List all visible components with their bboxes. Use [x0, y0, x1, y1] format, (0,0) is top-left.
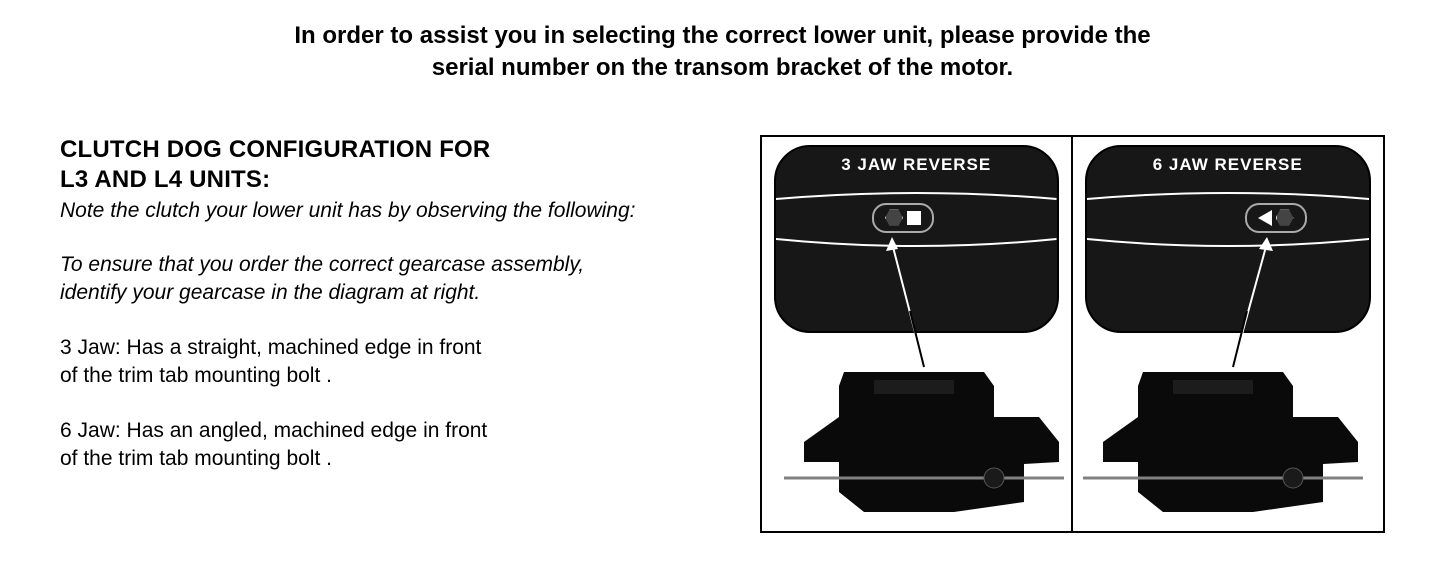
header-line-1: In order to assist you in selecting the …: [294, 22, 1150, 49]
triangle-mark-icon: [1258, 210, 1272, 226]
content-row: CLUTCH DOG CONFIGURATION FOR L3 AND L4 U…: [60, 135, 1385, 533]
heading-line-1: CLUTCH DOG CONFIGURATION FOR: [60, 136, 490, 163]
plate-label-3jaw: 3 JAW REVERSE: [776, 147, 1057, 175]
jaw6-line-1: 6 Jaw: Has an angled, machined edge in f…: [60, 419, 487, 442]
heading-line-2: L3 AND L4 UNITS:: [60, 166, 270, 193]
clutch-note: Note the clutch your lower unit has by o…: [60, 197, 710, 225]
jaw3-line-2: of the trim tab mounting bolt .: [60, 364, 332, 387]
jaw3-line-1: 3 Jaw: Has a straight, machined edge in …: [60, 336, 481, 359]
hex-bolt-icon: [1276, 209, 1294, 227]
section-heading: CLUTCH DOG CONFIGURATION FOR L3 AND L4 U…: [60, 135, 710, 195]
instruction-line-2: identify your gearcase in the diagram at…: [60, 281, 480, 304]
plate-label-6jaw: 6 JAW REVERSE: [1087, 147, 1370, 175]
instruction-paragraph: To ensure that you order the correct gea…: [60, 251, 710, 308]
gearcase-6jaw: [1083, 362, 1363, 527]
jaw6-line-2: of the trim tab mounting bolt .: [60, 447, 332, 470]
page-header: In order to assist you in selecting the …: [173, 20, 1273, 85]
diagram-right-panel: 6 JAW REVERSE: [1073, 137, 1384, 531]
socket-3jaw: [872, 203, 934, 233]
jaw6-paragraph: 6 Jaw: Has an angled, machined edge in f…: [60, 417, 710, 474]
square-mark-icon: [907, 211, 921, 225]
header-line-2: serial number on the transom bracket of …: [432, 54, 1013, 81]
text-column: CLUTCH DOG CONFIGURATION FOR L3 AND L4 U…: [60, 135, 710, 499]
plate-3jaw: 3 JAW REVERSE: [774, 145, 1059, 333]
diagram-frame: 3 JAW REVERSE: [760, 135, 1385, 533]
hex-bolt-icon: [885, 209, 903, 227]
diagram-column: 3 JAW REVERSE: [760, 135, 1385, 533]
gearcase-3jaw: [784, 362, 1064, 527]
plate-6jaw: 6 JAW REVERSE: [1085, 145, 1372, 333]
instruction-line-1: To ensure that you order the correct gea…: [60, 253, 584, 276]
socket-6jaw: [1245, 203, 1307, 233]
diagram-left-panel: 3 JAW REVERSE: [762, 137, 1073, 531]
plate-curves-6jaw: [1087, 191, 1370, 251]
jaw3-paragraph: 3 Jaw: Has a straight, machined edge in …: [60, 334, 710, 391]
